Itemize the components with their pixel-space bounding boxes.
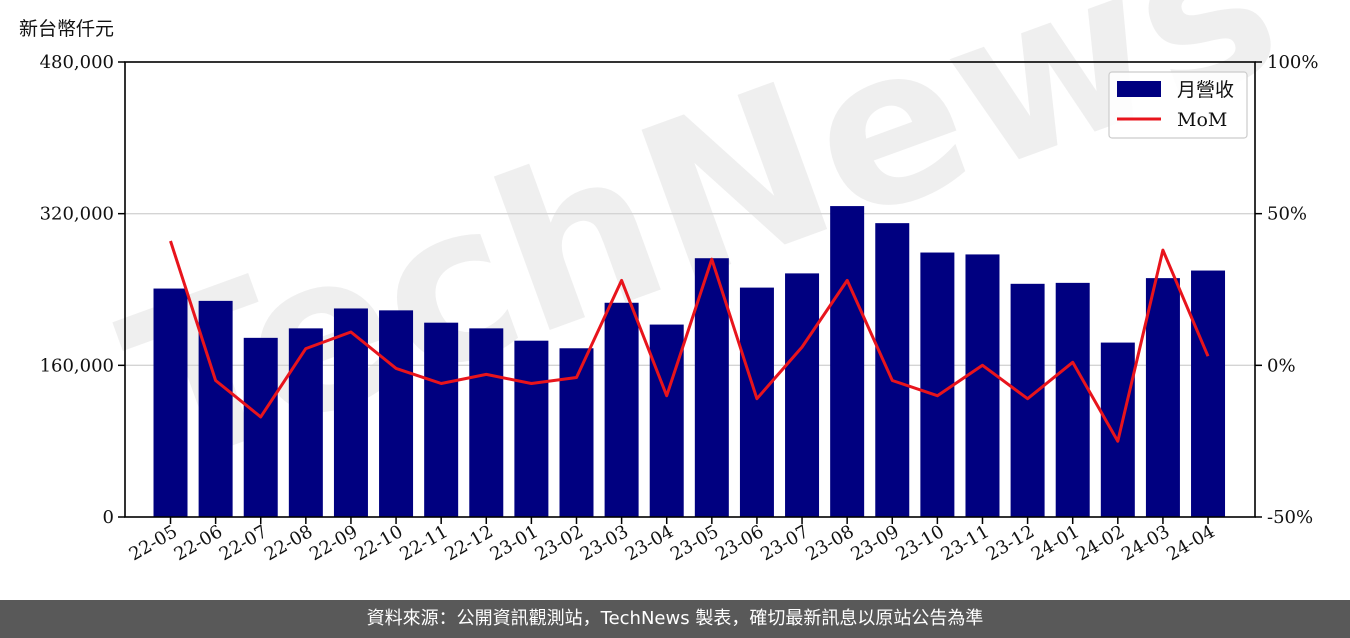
revenue-bar — [1010, 283, 1045, 517]
revenue-bar — [785, 273, 820, 517]
revenue-bar — [469, 328, 504, 517]
revenue-bar — [1145, 278, 1180, 517]
source-footer-text: 資料來源：公開資訊觀測站，TechNews 製表，確切最新訊息以原站公告為準 — [366, 608, 984, 629]
left-axis-tick-label: 320,000 — [40, 204, 114, 225]
revenue-bar — [830, 206, 865, 518]
left-axis-tick-label: 480,000 — [40, 52, 114, 73]
right-axis-tick-label: -50% — [1267, 507, 1313, 528]
x-axis-tick-label: 23-01 — [486, 521, 541, 565]
revenue-bar — [965, 254, 1000, 518]
x-axis-tick-label: 24-01 — [1028, 521, 1083, 565]
x-axis-tick-label: 23-03 — [577, 521, 632, 565]
revenue-bar — [739, 287, 774, 517]
x-axis-tick-label: 22-05 — [126, 521, 181, 565]
x-axis-tick-label: 23-12 — [983, 521, 1038, 565]
revenue-bar — [514, 340, 549, 517]
x-axis-tick-label: 22-08 — [261, 521, 316, 565]
revenue-bar — [875, 223, 910, 518]
x-axis-tick-label: 23-06 — [712, 521, 767, 565]
source-footer: 資料來源：公開資訊觀測站，TechNews 製表，確切最新訊息以原站公告為準 — [0, 600, 1350, 638]
x-axis-tick-label: 22-10 — [351, 521, 406, 565]
revenue-bar — [920, 252, 955, 517]
legend-label-revenue: 月營收 — [1177, 79, 1234, 101]
legend-bar-swatch — [1117, 81, 1161, 97]
revenue-bar — [379, 310, 414, 517]
revenue-bar — [153, 288, 188, 517]
revenue-bar — [288, 328, 323, 517]
revenue-bar — [1100, 342, 1135, 517]
x-axis-tick-label: 22-09 — [306, 521, 361, 565]
x-axis-tick-label: 24-04 — [1163, 521, 1218, 565]
left-axis-tick-label: 160,000 — [40, 355, 114, 376]
chart-canvas: TechNews 0160,000320,000480,000-50%0%50%… — [40, 0, 1319, 565]
revenue-bar — [649, 324, 684, 517]
revenue-bar — [424, 322, 459, 517]
left-axis-unit-label: 新台幣仟元 — [19, 18, 115, 40]
revenue-bar — [694, 258, 729, 517]
x-axis-tick-label: 24-03 — [1118, 521, 1173, 565]
x-axis-tick-label: 23-05 — [667, 521, 722, 565]
x-axis-tick-label: 22-12 — [441, 521, 496, 565]
right-axis-tick-label: 100% — [1267, 52, 1318, 73]
right-axis-tick-label: 50% — [1267, 204, 1307, 225]
right-axis-tick-label: 0% — [1267, 355, 1296, 376]
x-axis-tick-label: 24-02 — [1073, 521, 1128, 565]
revenue-bar — [1191, 270, 1226, 517]
x-axis-tick-label: 23-08 — [802, 521, 857, 565]
x-axis-tick-label: 22-06 — [171, 521, 226, 565]
legend-label-mom: MoM — [1177, 109, 1227, 131]
x-axis-tick-label: 23-02 — [532, 521, 587, 565]
revenue-bar — [559, 348, 594, 517]
x-axis-tick-label: 23-10 — [892, 521, 947, 565]
x-axis-tick-label: 23-07 — [757, 521, 812, 565]
plot-frame — [124, 61, 1256, 518]
left-axis-tick-label: 0 — [103, 507, 114, 528]
x-axis-tick-label: 22-11 — [396, 521, 451, 565]
revenue-bar — [604, 302, 639, 517]
x-axis-tick-label: 23-11 — [938, 521, 993, 565]
x-axis-tick-label: 22-07 — [216, 521, 271, 565]
revenue-bar — [198, 300, 233, 517]
mom-line — [169, 240, 1210, 443]
revenue-bar — [243, 337, 278, 517]
x-axis-tick-label: 23-09 — [847, 521, 902, 565]
revenue-bar — [333, 308, 368, 517]
x-axis-tick-label: 23-04 — [622, 521, 677, 565]
revenue-bar — [1055, 282, 1090, 517]
